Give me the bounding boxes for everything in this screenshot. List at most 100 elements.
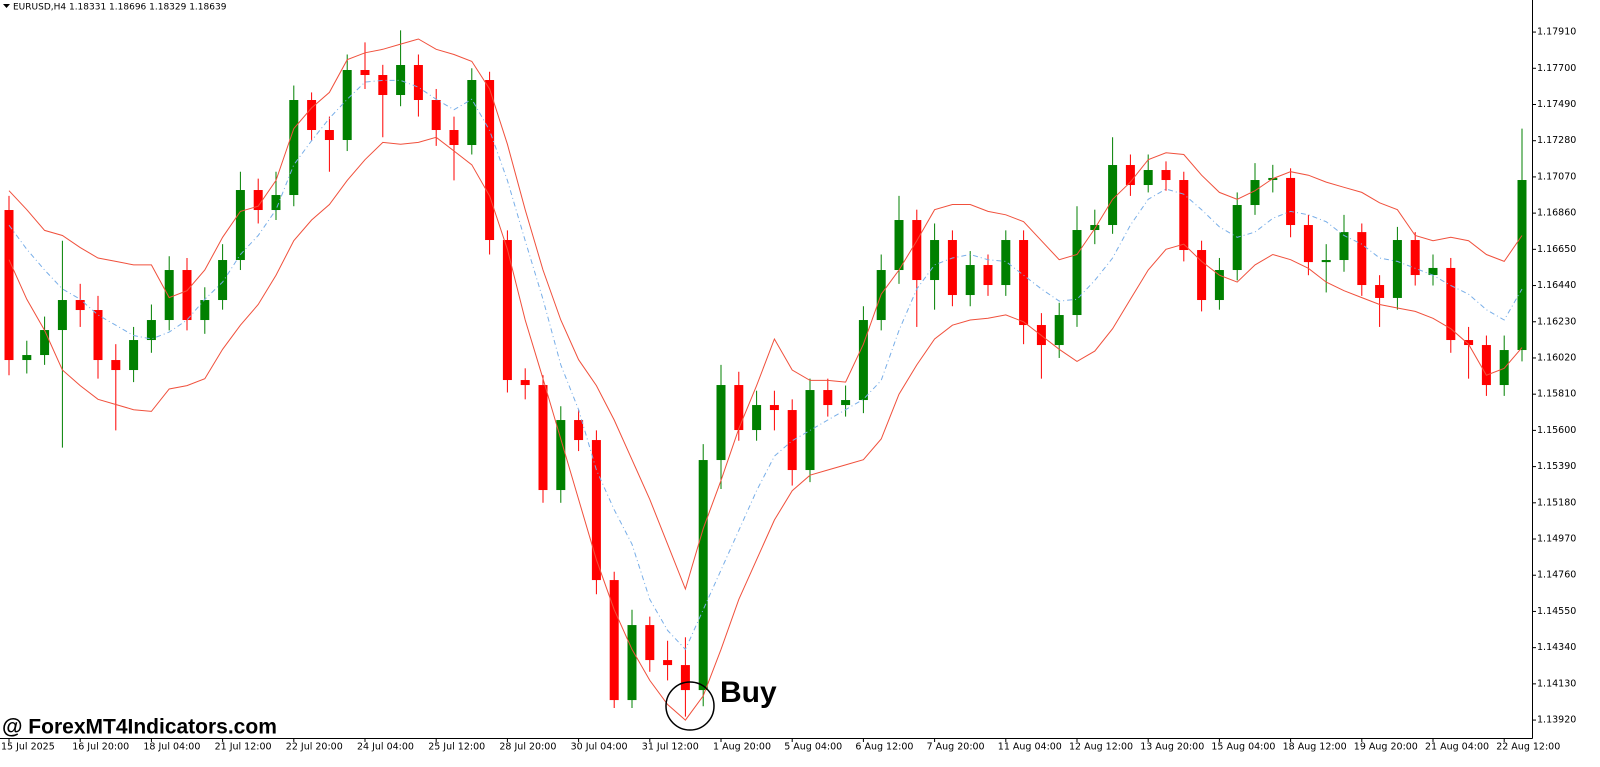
candle-body [1357,232,1367,286]
candle-body [1108,165,1118,226]
y-tick-label: 1.14130 [1537,678,1576,689]
candle-body [556,420,566,491]
candle-body [1321,260,1331,263]
candle-body [752,405,762,431]
y-tick-label: 1.14760 [1537,570,1576,581]
candle-body [449,130,459,146]
candle-body [894,220,904,271]
y-tick-label: 1.15180 [1537,497,1576,508]
x-tick-label: 1 Aug 20:00 [713,742,771,753]
candle-body [289,100,299,196]
candle-body [218,260,228,301]
x-tick-label: 11 Aug 04:00 [998,742,1062,753]
candle-body [1410,240,1420,276]
x-tick-label: 25 Jul 12:00 [428,742,485,753]
candle-body [698,460,708,691]
candle-body [645,625,655,661]
candle-body [378,75,388,96]
y-tick-label: 1.17700 [1537,63,1576,74]
candle-body [146,320,156,341]
candle-body [413,65,423,101]
candle-body [1250,180,1260,206]
x-tick-label: 15 Aug 04:00 [1211,742,1275,753]
candle-body [841,400,851,406]
candle-body [1464,340,1474,346]
candle-body [40,330,50,356]
candle-body [93,310,103,361]
x-tick-label: 15 Jul 2025 [1,742,55,753]
candle-body [858,320,868,401]
buy-circle [665,681,715,731]
y-tick-label: 1.17910 [1537,27,1576,38]
candle-body [591,440,601,581]
y-tick-label: 1.14550 [1537,606,1576,617]
indicator-line [8,79,1523,651]
y-tick-label: 1.15390 [1537,461,1576,472]
candle-body [912,220,922,281]
y-tick-label: 1.16860 [1537,208,1576,219]
candle-body [431,100,441,131]
candle-body [1303,225,1313,263]
candle-body [663,660,673,666]
y-tick-label: 1.15600 [1537,425,1576,436]
candle-body [947,240,957,296]
candle-body [1054,315,1064,346]
watermark: @ ForexMT4Indicators.com [2,716,277,739]
candle-body [1339,232,1349,261]
buy-annotation: Buy [720,676,777,709]
plot-area [4,30,1527,721]
x-tick-label: 31 Jul 12:00 [642,742,699,753]
candle-body [75,300,85,311]
candle-body [574,420,584,441]
y-tick-label: 1.16020 [1537,352,1576,363]
candle-body [129,340,139,371]
x-tick-label: 21 Jul 12:00 [215,742,272,753]
candle-body [235,190,245,261]
candle-body [1197,250,1207,301]
candle-body [823,390,833,406]
candle-body [396,65,406,96]
y-tick-label: 1.14340 [1537,642,1576,653]
candle-body [769,405,779,411]
candle-body [1375,285,1385,298]
x-tick-label: 7 Aug 20:00 [927,742,985,753]
candle-body [1161,170,1171,181]
x-tick-label: 16 Jul 20:00 [72,742,129,753]
candle-body [1143,170,1153,186]
y-tick-label: 1.17490 [1537,99,1576,110]
candle-body [4,210,14,361]
y-tick-label: 1.14970 [1537,534,1576,545]
x-tick-label: 13 Aug 20:00 [1140,742,1204,753]
candle-body [467,80,477,146]
candle-body [965,265,975,296]
candle-body [502,240,512,381]
x-tick-label: 6 Aug 12:00 [855,742,913,753]
candle-body [1179,180,1189,251]
x-tick-label: 19 Aug 20:00 [1354,742,1418,753]
y-tick-label: 1.17070 [1537,171,1576,182]
candle-body [1446,267,1456,341]
x-tick-label: 28 Jul 20:00 [499,742,556,753]
header-triangle [3,4,10,8]
candle-body [182,270,192,321]
candle-body [520,380,530,386]
candle-body [680,665,690,691]
candle-body [253,190,263,211]
candle-body [538,385,548,491]
candle-body [200,300,210,321]
candle-body [983,265,993,286]
candle-body [627,625,637,701]
candle-body [1392,240,1402,298]
candle-body [324,130,334,141]
candle-body [1286,177,1296,226]
y-tick-label: 1.16230 [1537,316,1576,327]
candle-body [1090,225,1100,231]
candle-body [930,240,940,281]
chart-title: EURUSD,H4 1.18331 1.18696 1.18329 1.1863… [13,3,227,13]
x-tick-label: 5 Aug 04:00 [784,742,842,753]
candle-body [307,100,317,131]
candle-body [485,80,495,241]
candle-body [360,70,370,76]
